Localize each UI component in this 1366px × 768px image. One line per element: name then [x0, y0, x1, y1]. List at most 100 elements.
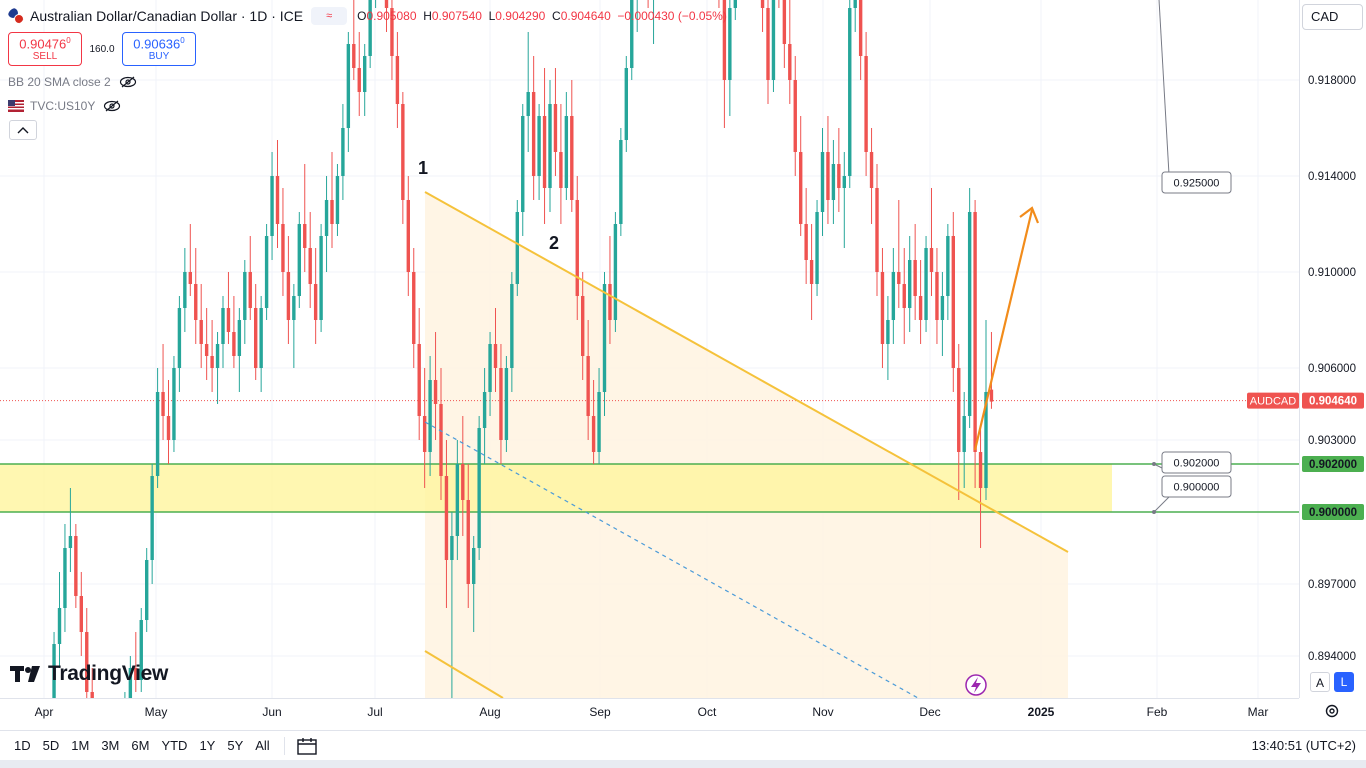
time-tick-label: Jun — [262, 705, 281, 719]
time-tick-label: Aug — [479, 705, 500, 719]
currency-selector[interactable]: CAD — [1302, 4, 1363, 30]
symbol-legend[interactable]: Australian Dollar/Canadian Dollar · 1D ·… — [8, 7, 727, 25]
candle-body — [297, 224, 301, 296]
symbol-title[interactable]: Australian Dollar/Canadian Dollar · 1D ·… — [30, 8, 304, 24]
candle-body — [504, 368, 509, 440]
collapse-legend-button[interactable] — [9, 120, 37, 140]
price-scale[interactable]: 0.9350000.9300000.9260000.9220000.918000… — [1299, 0, 1366, 698]
bb-indicator-label[interactable]: BB 20 SMA close 2 — [8, 75, 111, 89]
range-all-button[interactable]: All — [255, 737, 270, 753]
range-ytd-button[interactable]: YTD — [161, 737, 188, 753]
candle-body — [461, 464, 465, 500]
candle-body — [74, 536, 78, 596]
time-tick-label: Apr — [35, 705, 54, 719]
candle-body — [782, 0, 787, 44]
time-tick-label: Nov — [812, 705, 833, 719]
candle-body — [820, 152, 825, 212]
channel-midline — [424, 421, 919, 698]
candle-body — [918, 296, 923, 320]
candle-body — [591, 416, 596, 452]
candle-body — [788, 44, 792, 80]
candle-body — [390, 8, 394, 56]
candle-body — [488, 344, 492, 392]
time-scale[interactable]: Apr May Jun Jul Aug Sep Oct Nov Dec 2025 Feb Mar — [0, 698, 1299, 726]
candle-body — [210, 356, 214, 368]
candle-body — [978, 452, 983, 488]
gear-icon[interactable] — [1323, 702, 1341, 720]
time-tick-label: Feb — [1147, 705, 1168, 719]
price-badge-bg — [1302, 392, 1364, 409]
auto-scale-button[interactable]: A — [1310, 672, 1330, 692]
time-tick-label: Sep — [589, 705, 611, 719]
compare-badge[interactable]: ≈ — [311, 7, 348, 25]
price-tick-label: 0.903000 — [1308, 435, 1356, 447]
candle-body — [570, 116, 574, 200]
candle-body — [363, 56, 367, 92]
buy-price: 0.90636 — [133, 36, 181, 52]
candle-body — [303, 224, 307, 248]
callout-pointer — [1153, 495, 1171, 513]
candle-body — [477, 428, 481, 548]
candle-body — [951, 236, 955, 368]
candle-body — [406, 200, 410, 272]
callout-902: 0.902000 — [1174, 458, 1220, 470]
chevron-up-icon — [17, 127, 29, 134]
compare-symbol-label[interactable]: TVC:US10Y — [30, 99, 96, 113]
sell-label: SELL — [32, 51, 58, 63]
candle-body — [542, 116, 547, 188]
candle-body — [63, 548, 67, 608]
callout-box — [1161, 451, 1232, 474]
candle-body — [967, 212, 972, 416]
candle-body — [869, 152, 874, 188]
range-1y-button[interactable]: 1Y — [199, 737, 216, 753]
us-flag-icon — [8, 100, 24, 112]
candle-body — [395, 56, 400, 104]
log-scale-button[interactable]: L — [1334, 672, 1354, 692]
candle-body — [630, 0, 634, 68]
candle-body — [957, 368, 961, 452]
candle-body — [341, 128, 345, 176]
candle-body — [264, 236, 269, 308]
candle-body — [428, 380, 432, 452]
price-tick-label: 0.914000 — [1308, 171, 1356, 183]
calendar-range-icon[interactable] — [297, 737, 317, 755]
trade-panel: 0.904760 SELL 160.0 0.906360 BUY — [8, 32, 196, 66]
candle-body — [292, 296, 296, 320]
candle-body — [902, 284, 906, 308]
candle-body — [275, 176, 280, 224]
ohlc-values: O0.905080 H0.907540 L0.904290 C0.904640 … — [357, 9, 727, 23]
range-5y-button[interactable]: 5Y — [227, 737, 244, 753]
candle-body — [412, 272, 416, 344]
clock-timezone[interactable]: 13:40:51 (UTC+2) — [1251, 738, 1356, 753]
candle-body — [52, 644, 56, 698]
candle-body — [482, 392, 487, 428]
toolbar-divider — [283, 736, 285, 755]
range-1m-button[interactable]: 1M — [71, 737, 90, 753]
range-6m-button[interactable]: 6M — [131, 737, 150, 753]
candle-body — [232, 332, 236, 356]
candle-body — [346, 44, 351, 128]
callout-900: 0.900000 — [1174, 482, 1220, 494]
chart-pane[interactable]: 1 2 0.925000 0.902000 0.900000 AUDCAD — [0, 0, 1299, 698]
buy-button[interactable]: 0.906360 BUY — [122, 32, 196, 66]
time-tick-label: Mar — [1248, 705, 1269, 719]
price-axis[interactable]: 0.9350000.9300000.9260000.9220000.918000… — [1300, 0, 1366, 698]
candle-body — [199, 320, 203, 344]
sell-button[interactable]: 0.904760 SELL — [8, 32, 82, 66]
candle-body — [531, 92, 536, 176]
candle-body — [886, 320, 890, 344]
time-axis[interactable]: Apr May Jun Jul Aug Sep Oct Nov Dec 2025 Feb Mar — [0, 699, 1299, 727]
indicator-bb[interactable]: BB 20 SMA close 2 — [8, 75, 137, 89]
range-1d-button[interactable]: 1D — [14, 737, 31, 753]
range-5d-button[interactable]: 5D — [42, 737, 60, 753]
chart-canvas[interactable]: 1 2 0.925000 0.902000 0.900000 AUDCAD — [0, 0, 1299, 698]
candle-body — [766, 8, 770, 80]
eye-hidden-icon[interactable] — [119, 76, 137, 88]
indicator-compare[interactable]: TVC:US10Y — [8, 99, 121, 113]
range-3m-button[interactable]: 3M — [101, 737, 120, 753]
candle-body — [521, 116, 525, 212]
eye-hidden-icon[interactable] — [103, 100, 121, 112]
price-tick-label: 0.894000 — [1308, 651, 1356, 663]
candle-body — [79, 596, 83, 632]
